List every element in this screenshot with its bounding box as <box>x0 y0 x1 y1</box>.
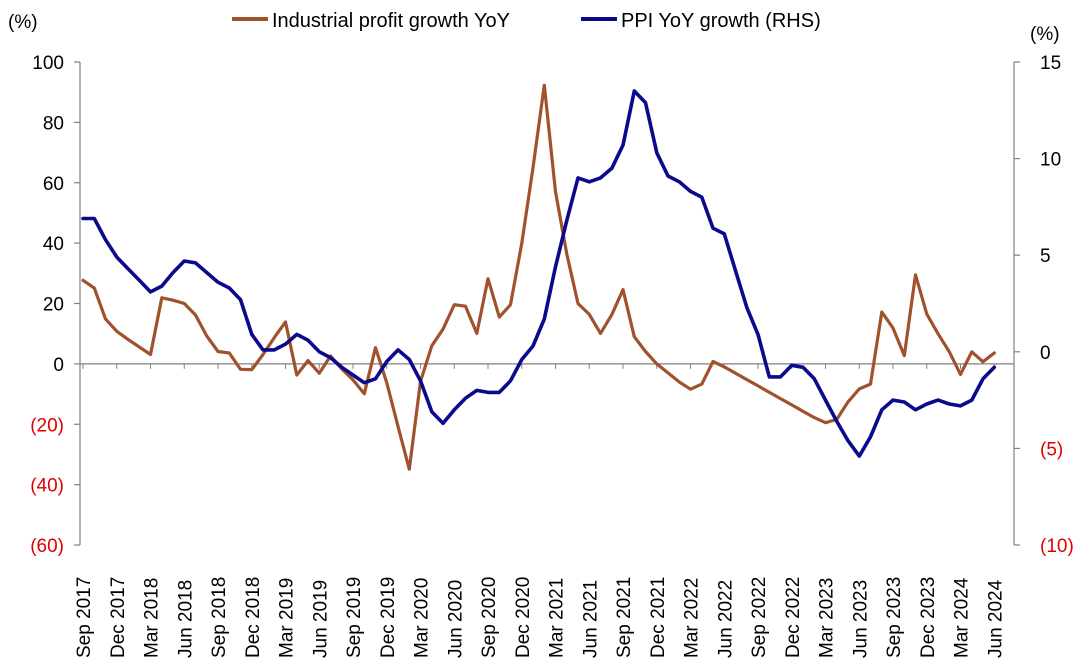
left-tick-label: (20) <box>30 415 64 436</box>
x-tick-label: Sep 2019 <box>344 577 365 658</box>
right-tick-label: 10 <box>1040 150 1061 171</box>
x-tick-label: Sep 2023 <box>884 577 905 658</box>
x-tick-label: Mar 2020 <box>412 578 433 658</box>
x-tick-label: Dec 2017 <box>108 577 129 658</box>
right-tick-label: 0 <box>1040 343 1051 364</box>
left-tick-label: 40 <box>43 234 64 255</box>
left-tick-label: 60 <box>43 174 64 195</box>
x-tick-label: Jun 2018 <box>175 580 196 658</box>
axes: 100 80 60 40 20 0 (20) (40) (60) 15 10 5 0 (5) (10) <box>30 53 1074 557</box>
right-tick-label: 15 <box>1040 53 1061 74</box>
x-tick-label: Jun 2022 <box>715 580 736 658</box>
x-tick-label: Jun 2021 <box>580 580 601 658</box>
legend-label-profit: Industrial profit growth YoY <box>272 10 510 32</box>
x-tick-label: Mar 2022 <box>682 578 703 658</box>
x-tick-label: Sep 2018 <box>209 577 230 658</box>
left-axis-unit: (%) <box>8 12 38 33</box>
x-tick-label: Mar 2023 <box>817 578 838 658</box>
left-tick-label: (40) <box>30 476 64 497</box>
x-tick-label: Jun 2024 <box>985 579 1006 658</box>
left-tick-label: 20 <box>43 295 64 316</box>
series-line-ppi <box>81 89 997 458</box>
x-tick-label: Dec 2023 <box>918 577 939 658</box>
right-axis-unit: (%) <box>1030 24 1060 45</box>
x-tick-label: Mar 2024 <box>952 577 973 658</box>
x-tick-label: Sep 2021 <box>614 577 635 658</box>
series-line-profit <box>81 83 996 471</box>
x-tick-label: Dec 2022 <box>783 577 804 658</box>
x-tick-label: Dec 2021 <box>648 577 669 658</box>
x-tick-label: Sep 2017 <box>74 577 95 658</box>
left-tick-label: 100 <box>32 53 64 74</box>
x-tick-label: Sep 2022 <box>749 577 770 658</box>
x-tick-label: Mar 2018 <box>142 578 163 658</box>
x-tick-label: Mar 2019 <box>277 578 298 658</box>
x-tick-label: Jun 2019 <box>310 580 331 658</box>
right-tick-label: (10) <box>1040 536 1074 557</box>
left-tick-label: (60) <box>30 536 64 557</box>
x-tick-label: Jun 2020 <box>445 580 466 658</box>
left-tick-label: 0 <box>53 355 64 376</box>
x-tick-label: Sep 2020 <box>479 577 500 658</box>
x-tick-label: Dec 2018 <box>243 577 264 658</box>
x-tick-label: Dec 2020 <box>513 577 534 658</box>
x-tick-label: Mar 2021 <box>547 578 568 658</box>
left-tick-label: 80 <box>43 113 64 134</box>
x-tick-label: Jun 2023 <box>850 580 871 658</box>
x-axis-tick-labels: Sep 2017 Dec 2017 Mar 2018 Jun 2018 Sep 2018… <box>74 577 1006 658</box>
right-tick-label: 5 <box>1040 246 1051 267</box>
x-tick-label: Dec 2019 <box>378 577 399 658</box>
legend-label-ppi: PPI YoY growth (RHS) <box>621 10 821 32</box>
legend: Industrial profit growth YoY PPI YoY gro… <box>232 10 821 32</box>
right-tick-label: (5) <box>1040 439 1063 460</box>
series-layer <box>81 83 997 471</box>
